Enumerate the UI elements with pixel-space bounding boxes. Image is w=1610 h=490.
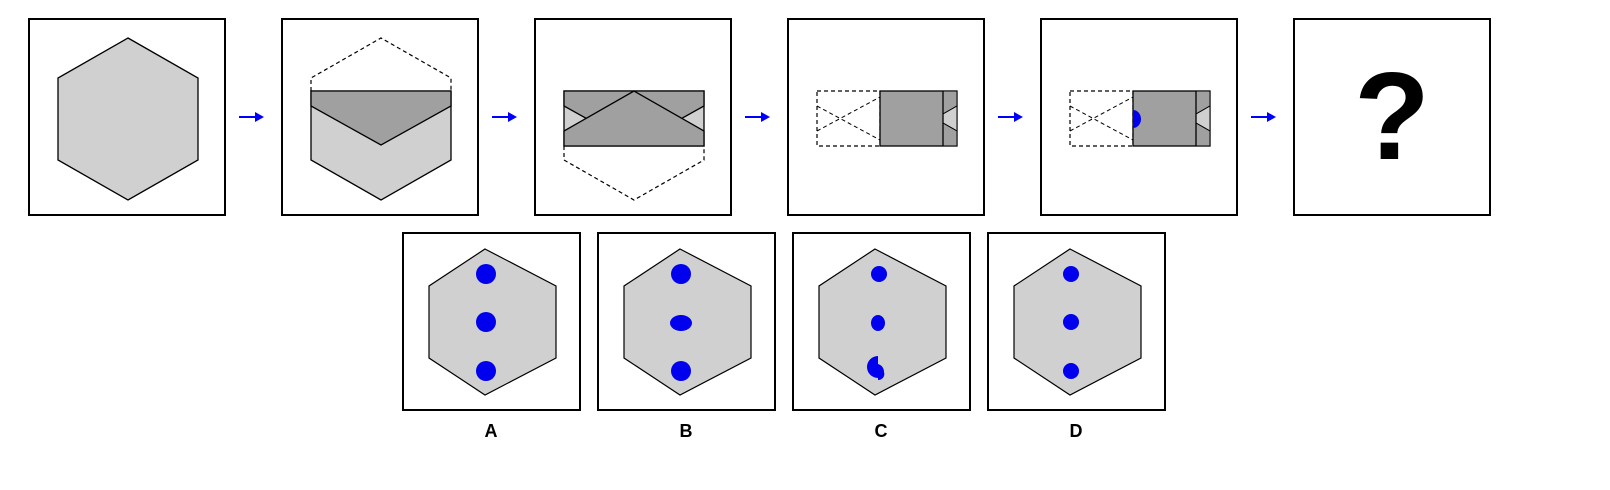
arrow-right-icon — [239, 112, 264, 122]
step-1-panel — [28, 18, 226, 216]
hole-dot — [867, 356, 885, 381]
step-5-panel — [1040, 18, 1238, 216]
answer-panel: ? — [1293, 18, 1491, 216]
option-b-panel[interactable] — [597, 232, 776, 411]
step-4-panel — [787, 18, 985, 216]
step-2-panel — [281, 18, 479, 216]
punched-hole — [1133, 110, 1141, 128]
option-c-figure — [818, 248, 947, 396]
option-d-figure — [1013, 248, 1142, 396]
step-3-panel — [534, 18, 732, 216]
hole-dot — [1063, 363, 1079, 379]
hole-dot — [671, 361, 691, 381]
arrow-right-icon — [745, 112, 770, 122]
option-b-figure — [623, 248, 752, 396]
hole-dot — [670, 315, 692, 331]
option-a-figure — [428, 248, 557, 396]
hole-dot — [476, 312, 496, 332]
option-a-label: A — [484, 421, 498, 441]
hole-dot — [1063, 314, 1079, 330]
folded-strip-figure — [816, 90, 958, 147]
hexagon-figure — [57, 37, 199, 201]
hole-dot — [1063, 266, 1079, 282]
option-a-panel[interactable] — [402, 232, 581, 411]
question-mark: ? — [1354, 48, 1430, 186]
folded-band-figure — [563, 90, 705, 201]
option-d-panel[interactable] — [987, 232, 1166, 411]
hole-dot — [871, 266, 887, 282]
hole-dot — [476, 264, 496, 284]
arrow-right-icon — [998, 112, 1023, 122]
option-c-panel[interactable] — [792, 232, 971, 411]
folded-top-figure — [310, 37, 452, 201]
arrow-right-icon — [1251, 112, 1276, 122]
option-d-label: D — [1069, 421, 1083, 441]
option-c-label: C — [874, 421, 888, 441]
hole-dot — [476, 361, 496, 381]
punched-strip-figure — [1069, 90, 1211, 147]
hole-dot — [671, 264, 691, 284]
option-b-label: B — [679, 421, 693, 441]
hole-dot — [871, 315, 885, 331]
arrow-right-icon — [492, 112, 517, 122]
